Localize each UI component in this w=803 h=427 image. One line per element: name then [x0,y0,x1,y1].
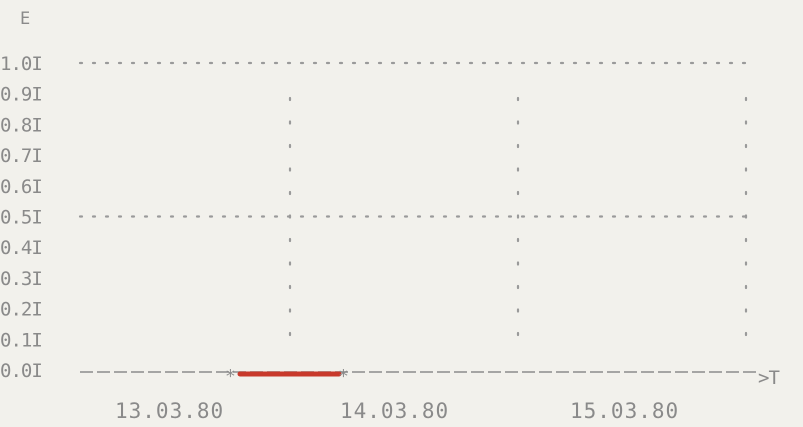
data-point: * [338,366,349,387]
y-tick-label: 0.0I [0,360,42,382]
series-layer: * * [225,366,349,387]
x-tick-label: 14.03.80 [340,399,449,423]
grid-lines [78,61,754,358]
y-tick-label: 0.1I [0,329,42,351]
y-axis-label: E [20,9,30,29]
x-axis-label: >T [758,367,779,389]
x-tick-label: 13.03.80 [115,399,224,423]
y-tick-label: 0.3I [0,268,42,290]
y-tick-label: 0.4I [0,237,42,259]
y-tick-label: 1.0I [0,53,42,75]
data-point: * [225,366,236,387]
x-tick-labels: 13.03.80 14.03.80 15.03.80 [115,399,679,423]
y-tick-label: 0.5I [0,207,42,229]
y-tick-label: 0.7I [0,145,42,167]
y-tick-label: 0.6I [0,176,42,198]
y-tick-label: 0.8I [0,114,42,136]
y-tick-labels: 1.0I 0.9I 0.8I 0.7I 0.6I 0.5I 0.4I 0.3I 0.2I 0.1I… [0,53,43,382]
y-tick-label: 0.9I [0,84,42,106]
y-tick-label: 0.2I [0,299,42,321]
x-tick-label: 15.03.80 [570,399,679,423]
